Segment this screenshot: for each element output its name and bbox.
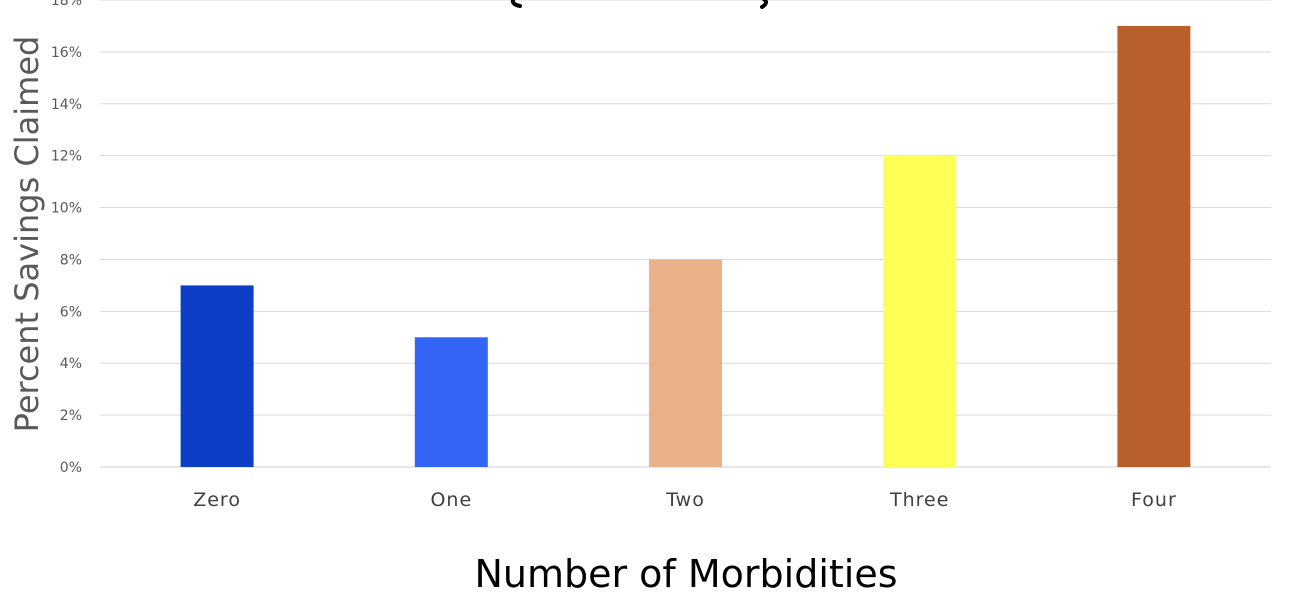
y-axis-title: Percent Savings Claimed	[8, 36, 46, 433]
y-tick-label: 8%	[60, 252, 82, 268]
y-tick-label: 6%	[60, 304, 82, 320]
x-category-label: Four	[1131, 489, 1177, 511]
bar-zero	[180, 285, 254, 467]
y-tick-label: 18%	[51, 0, 82, 9]
bar-one	[414, 337, 488, 467]
x-category-label: One	[430, 489, 472, 511]
cropped-title-fragment-right	[760, 0, 768, 9]
bars	[180, 25, 1191, 467]
y-tick-label: 14%	[51, 97, 82, 113]
bar-two	[649, 259, 722, 467]
x-category-label: Zero	[193, 489, 241, 511]
x-axis-title: Number of Morbidities	[474, 552, 897, 596]
x-category-label: Three	[889, 489, 949, 511]
x-category-label: Two	[665, 489, 705, 511]
y-tick-label: 2%	[60, 408, 82, 424]
bar-three	[883, 155, 957, 467]
bar-four	[1117, 25, 1191, 467]
y-tick-label: 16%	[51, 45, 82, 61]
x-axis-category-labels: Zero One Two Three Four	[193, 489, 1177, 511]
y-tick-label: 0%	[60, 460, 82, 476]
cropped-title-fragment-left	[510, 0, 522, 8]
y-tick-label: 12%	[51, 149, 82, 165]
y-tick-label: 10%	[51, 201, 82, 217]
y-tick-label: 4%	[60, 356, 82, 372]
y-axis-tick-labels: 0% 2% 4% 6% 8% 10% 12% 14% 16% 18%	[51, 0, 82, 476]
